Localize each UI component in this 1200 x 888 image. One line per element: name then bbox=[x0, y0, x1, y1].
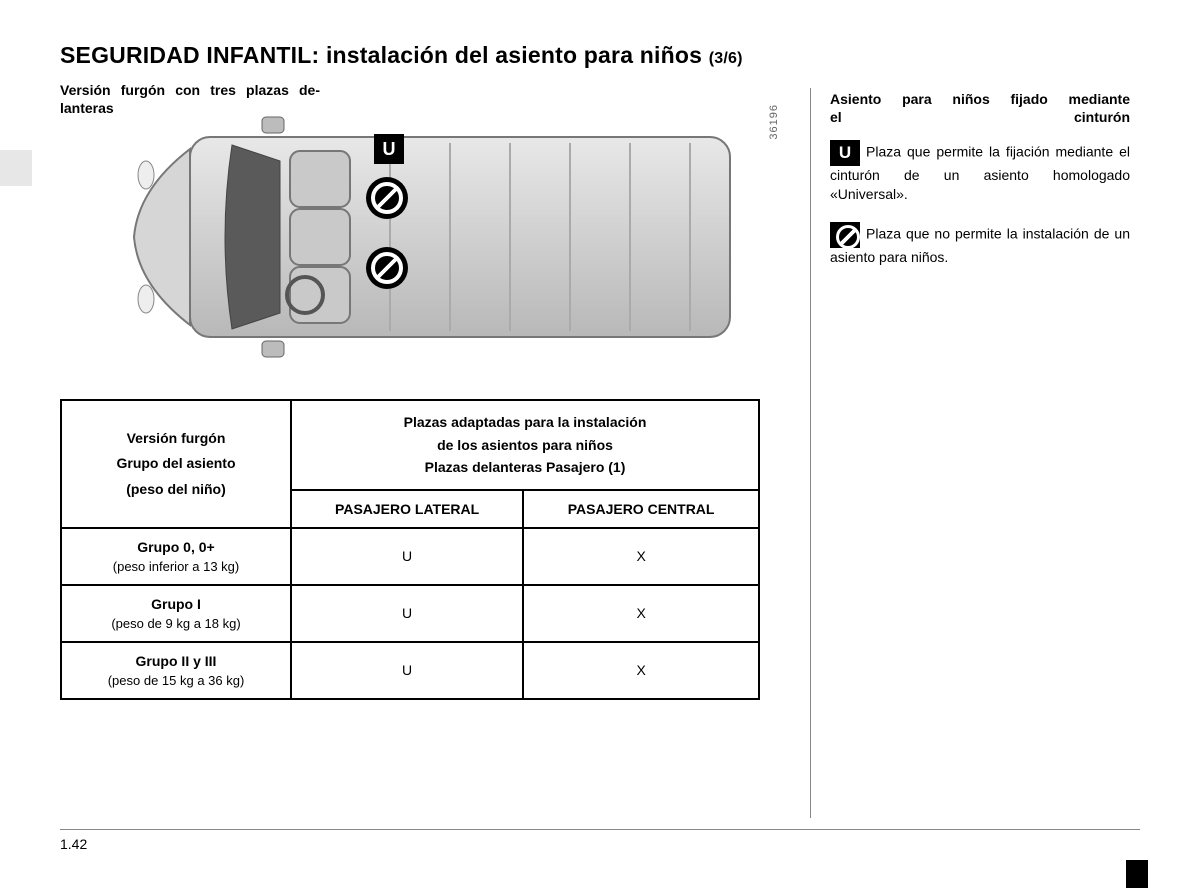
page-number: 1.42 bbox=[60, 836, 87, 852]
rh-l3: Plazas delanteras Pasajero (1) bbox=[425, 459, 626, 475]
legend-prohibit: Plaza que no permite la instala­ción de … bbox=[830, 222, 1130, 267]
legend-u-text: Plaza que permite la fijación me­diante … bbox=[830, 144, 1130, 202]
right-heading: Asiento para niños fijado mediante el ci… bbox=[830, 90, 1130, 126]
image-id: 36196 bbox=[768, 104, 780, 140]
rh-l2: de los asientos para niños bbox=[437, 437, 613, 453]
cell: U bbox=[291, 642, 523, 699]
van-illustration bbox=[130, 109, 750, 369]
cell: U bbox=[291, 528, 523, 585]
page-content: SEGURIDAD INFANTIL: instalación del asie… bbox=[0, 0, 1200, 700]
row-label: Grupo I (peso de 9 kg a 18 kg) bbox=[61, 585, 291, 642]
column-divider bbox=[810, 88, 811, 818]
table-row: Grupo I (peso de 9 kg a 18 kg) U X bbox=[61, 585, 759, 642]
side-tab bbox=[0, 150, 32, 186]
title-main: SEGURIDAD INFANTIL: instalación del asie… bbox=[60, 42, 702, 68]
cell: X bbox=[523, 642, 759, 699]
group-weight: (peso inferior a 13 kg) bbox=[74, 559, 278, 574]
prohibit-icon bbox=[830, 222, 860, 248]
cell: X bbox=[523, 528, 759, 585]
legend-u: UPlaza que permite la fijación me­diante… bbox=[830, 140, 1130, 204]
subhead-col1: PASAJERO LATERAL bbox=[291, 490, 523, 528]
group-weight: (peso de 9 kg a 18 kg) bbox=[74, 616, 278, 631]
table-left-header: Versión furgón Grupo del asiento (peso d… bbox=[61, 400, 291, 527]
lh-l1: Versión furgón bbox=[127, 430, 226, 446]
rh-l2: el cinturón bbox=[830, 109, 1130, 125]
right-column: Asiento para niños fijado mediante el ci… bbox=[830, 42, 1130, 700]
title-sub: (3/6) bbox=[709, 50, 743, 67]
row-label: Grupo 0, 0+ (peso inferior a 13 kg) bbox=[61, 528, 291, 585]
group-title: Grupo I bbox=[151, 596, 201, 612]
page-title: SEGURIDAD INFANTIL: instalación del asie… bbox=[60, 42, 790, 69]
rh-l1: Asiento para niños fijado mediante bbox=[830, 91, 1130, 107]
table-right-header: Plazas adaptadas para la instalación de … bbox=[291, 400, 759, 489]
rh-l1: Plazas adaptadas para la instalación bbox=[404, 414, 647, 430]
left-column: SEGURIDAD INFANTIL: instalación del asie… bbox=[60, 42, 790, 700]
overlay-u-icon: U bbox=[374, 134, 404, 164]
cell: X bbox=[523, 585, 759, 642]
lh-l3: (peso del niño) bbox=[126, 481, 226, 497]
cell: U bbox=[291, 585, 523, 642]
u-icon: U bbox=[830, 140, 860, 166]
vehicle-figure: 36196 bbox=[60, 99, 780, 389]
corner-block bbox=[1126, 860, 1148, 888]
group-weight: (peso de 15 kg a 36 kg) bbox=[74, 673, 278, 688]
legend-no-text: Plaza que no permite la instala­ción de … bbox=[830, 226, 1130, 265]
subhead-col2: PASAJERO CENTRAL bbox=[523, 490, 759, 528]
caption-line1: Versión furgón con tres plazas de- bbox=[60, 82, 320, 98]
table-row: Grupo II y III (peso de 15 kg a 36 kg) U… bbox=[61, 642, 759, 699]
group-title: Grupo 0, 0+ bbox=[137, 539, 214, 555]
row-label: Grupo II y III (peso de 15 kg a 36 kg) bbox=[61, 642, 291, 699]
group-title: Grupo II y III bbox=[136, 653, 217, 669]
lh-l2: Grupo del asiento bbox=[116, 455, 235, 471]
seat-table: Versión furgón Grupo del asiento (peso d… bbox=[60, 399, 760, 699]
table-row: Grupo 0, 0+ (peso inferior a 13 kg) U X bbox=[61, 528, 759, 585]
footer-rule bbox=[60, 829, 1140, 830]
